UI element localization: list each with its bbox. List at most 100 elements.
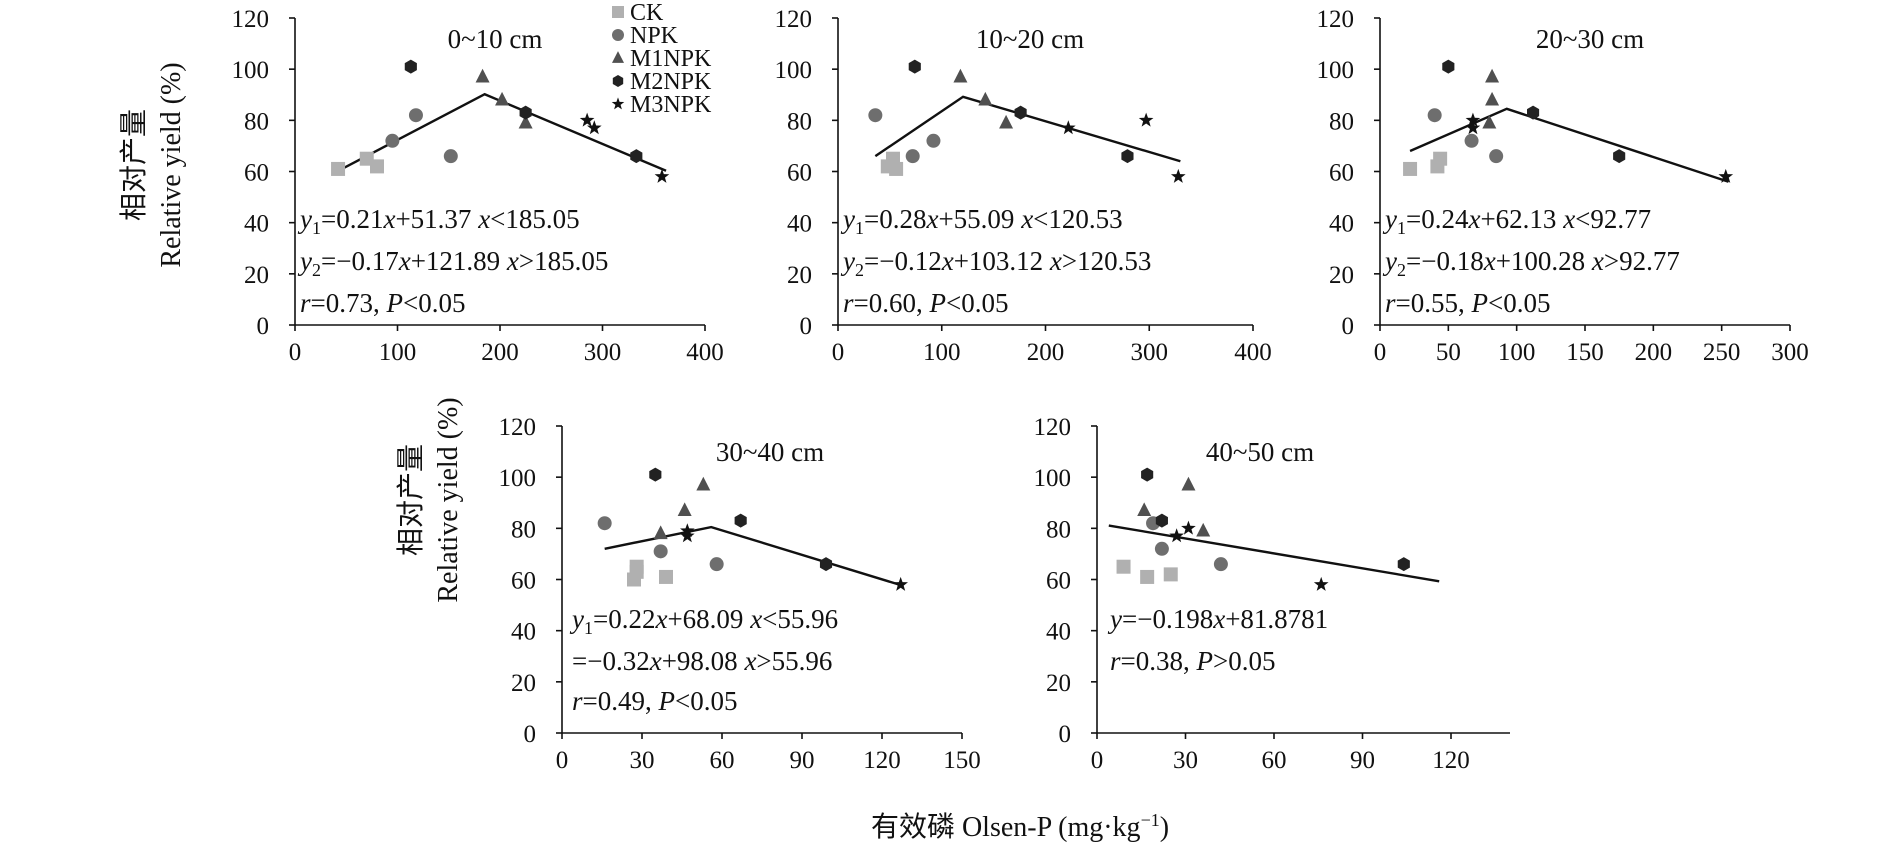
data-point-npk: [709, 557, 724, 572]
y-tick-label: 0: [800, 313, 813, 340]
data-point-m2npk: [734, 513, 747, 528]
data-point-m2npk: [649, 467, 662, 482]
y-axis-label-row1: 相对产量 Relative yield (%): [118, 62, 187, 267]
data-point-m3npk: [1181, 520, 1196, 535]
y-tick-label: 20: [511, 670, 536, 697]
y-tick-label: 60: [1329, 160, 1354, 187]
data-point-m3npk: [1061, 120, 1076, 135]
y-axis-label-cn: 相对产量: [118, 109, 150, 221]
y-tick-label: 20: [1046, 670, 1071, 697]
data-point-ck: [659, 569, 673, 584]
y-tick-label: 60: [787, 160, 812, 187]
y-axis-label-en: Relative yield (%): [433, 397, 464, 602]
data-point-m2npk: [1155, 513, 1168, 528]
x-tick-label: 300: [1771, 339, 1809, 366]
y-tick-label: 80: [511, 516, 536, 543]
legend-marker-m1npk: [612, 51, 624, 63]
y-tick-label: 40: [511, 619, 536, 646]
x-tick-label: 150: [1566, 339, 1604, 366]
data-point-ck: [629, 559, 644, 574]
equation-text: r=0.38, P>0.05: [1110, 646, 1275, 676]
data-point-npk: [926, 133, 941, 148]
x-tick-label: 300: [584, 339, 622, 366]
equation-text: y2=−0.17x+121.89 x>185.05: [297, 246, 608, 280]
y-tick-label: 60: [1046, 568, 1071, 595]
y-tick-label: 0: [257, 313, 270, 340]
legend-marker-npk: [612, 29, 624, 41]
x-tick-label: 100: [923, 339, 961, 366]
y-axis-label-cn: 相对产量: [395, 444, 427, 556]
y-tick-label: 60: [511, 568, 536, 595]
data-point-m2npk: [819, 557, 833, 572]
x-axis-label: 有效磷 Olsen-P (mg·kg−1): [871, 810, 1169, 843]
equation-text: r=0.73, P<0.05: [300, 288, 465, 318]
legend-label: NPK: [630, 23, 679, 49]
y-axis-label-row2: 相对产量 Relative yield (%): [395, 397, 464, 602]
data-point-npk: [597, 516, 612, 531]
fit-line: [874, 95, 1181, 163]
data-point-npk: [1213, 557, 1228, 572]
data-point-npk: [1464, 133, 1479, 148]
data-point-m1npk: [999, 114, 1014, 129]
equation-text: y1=0.21x+51.37 x<185.05: [297, 204, 580, 238]
data-point-m3npk: [654, 168, 670, 183]
data-point-m3npk: [893, 576, 908, 591]
data-point-m3npk: [1170, 168, 1186, 183]
equation-text: y=−0.198x+81.8781: [1107, 604, 1328, 634]
x-tick-label: 100: [379, 339, 417, 366]
data-point-npk: [905, 149, 920, 164]
x-tick-label: 200: [1635, 339, 1673, 366]
data-point-m1npk: [953, 68, 968, 83]
fit-line: [337, 92, 667, 173]
fit-line: [604, 525, 904, 588]
y-tick-label: 100: [1034, 465, 1072, 492]
data-point-ck: [1116, 559, 1131, 574]
y-tick-label: 80: [1329, 108, 1354, 135]
data-point-m1npk: [1196, 522, 1211, 537]
y-tick-label: 40: [1329, 211, 1354, 238]
data-point-m2npk: [1014, 105, 1027, 120]
y-tick-label: 120: [775, 6, 813, 33]
data-point-m2npk: [404, 59, 417, 74]
data-point-m2npk: [519, 105, 532, 120]
chart-panel-0-10cm: 0 100 200 300 400 0 20 40 60 80 100 120 0~10 cm y1=0.…: [232, 6, 724, 366]
x-tick-label: 90: [790, 747, 815, 774]
fit-line: [1108, 524, 1440, 583]
panel-title: 0~10 cm: [448, 24, 543, 54]
chart-panel-20-30cm: 0 50 100 150 200 250 300 0 20 40 60 80 100 120 20~30 c…: [1317, 6, 1809, 366]
x-tick-label: 50: [1436, 339, 1461, 366]
equation-text: r=0.55, P<0.05: [1385, 288, 1550, 318]
legend-label: M1NPK: [630, 46, 712, 72]
equation-text: y1=0.22x+68.09 x<55.96: [569, 604, 838, 638]
data-point-m3npk: [1465, 120, 1481, 135]
y-tick-label: 120: [232, 6, 270, 33]
x-tick-label: 0: [1374, 339, 1387, 366]
equation-text: y2=−0.18x+100.28 x>92.77: [1382, 246, 1680, 280]
data-point-npk: [1427, 108, 1442, 123]
data-point-npk: [868, 108, 883, 123]
y-tick-label: 40: [1046, 619, 1071, 646]
data-point-m3npk: [680, 528, 695, 543]
y-tick-label: 100: [775, 57, 813, 84]
y-tick-label: 40: [244, 211, 269, 238]
data-point-ck: [331, 161, 346, 176]
equation-text: r=0.60, P<0.05: [843, 288, 1008, 318]
data-point-npk: [1154, 541, 1169, 556]
x-tick-label: 0: [832, 339, 845, 366]
data-point-m3npk: [586, 120, 602, 135]
legend-marker-m3npk: [611, 97, 625, 110]
panel-title: 30~40 cm: [716, 437, 824, 467]
x-tick-label: 60: [710, 747, 735, 774]
equation-text: y2=−0.12x+103.12 x>120.53: [840, 246, 1151, 280]
data-point-ck: [1403, 161, 1418, 176]
data-point-m1npk: [518, 114, 533, 129]
data-point-m2npk: [1141, 467, 1154, 482]
equation-text: r=0.49, P<0.05: [572, 686, 737, 716]
data-point-m1npk: [677, 502, 692, 517]
y-tick-label: 120: [1034, 414, 1072, 441]
data-point-ck: [1433, 151, 1448, 166]
data-point-m1npk: [1482, 114, 1497, 129]
data-point-m1npk: [696, 476, 711, 491]
data-point-ck: [889, 161, 904, 176]
